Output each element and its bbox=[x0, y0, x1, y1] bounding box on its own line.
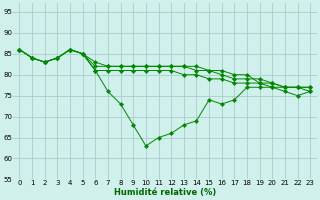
X-axis label: Humidité relative (%): Humidité relative (%) bbox=[114, 188, 216, 197]
